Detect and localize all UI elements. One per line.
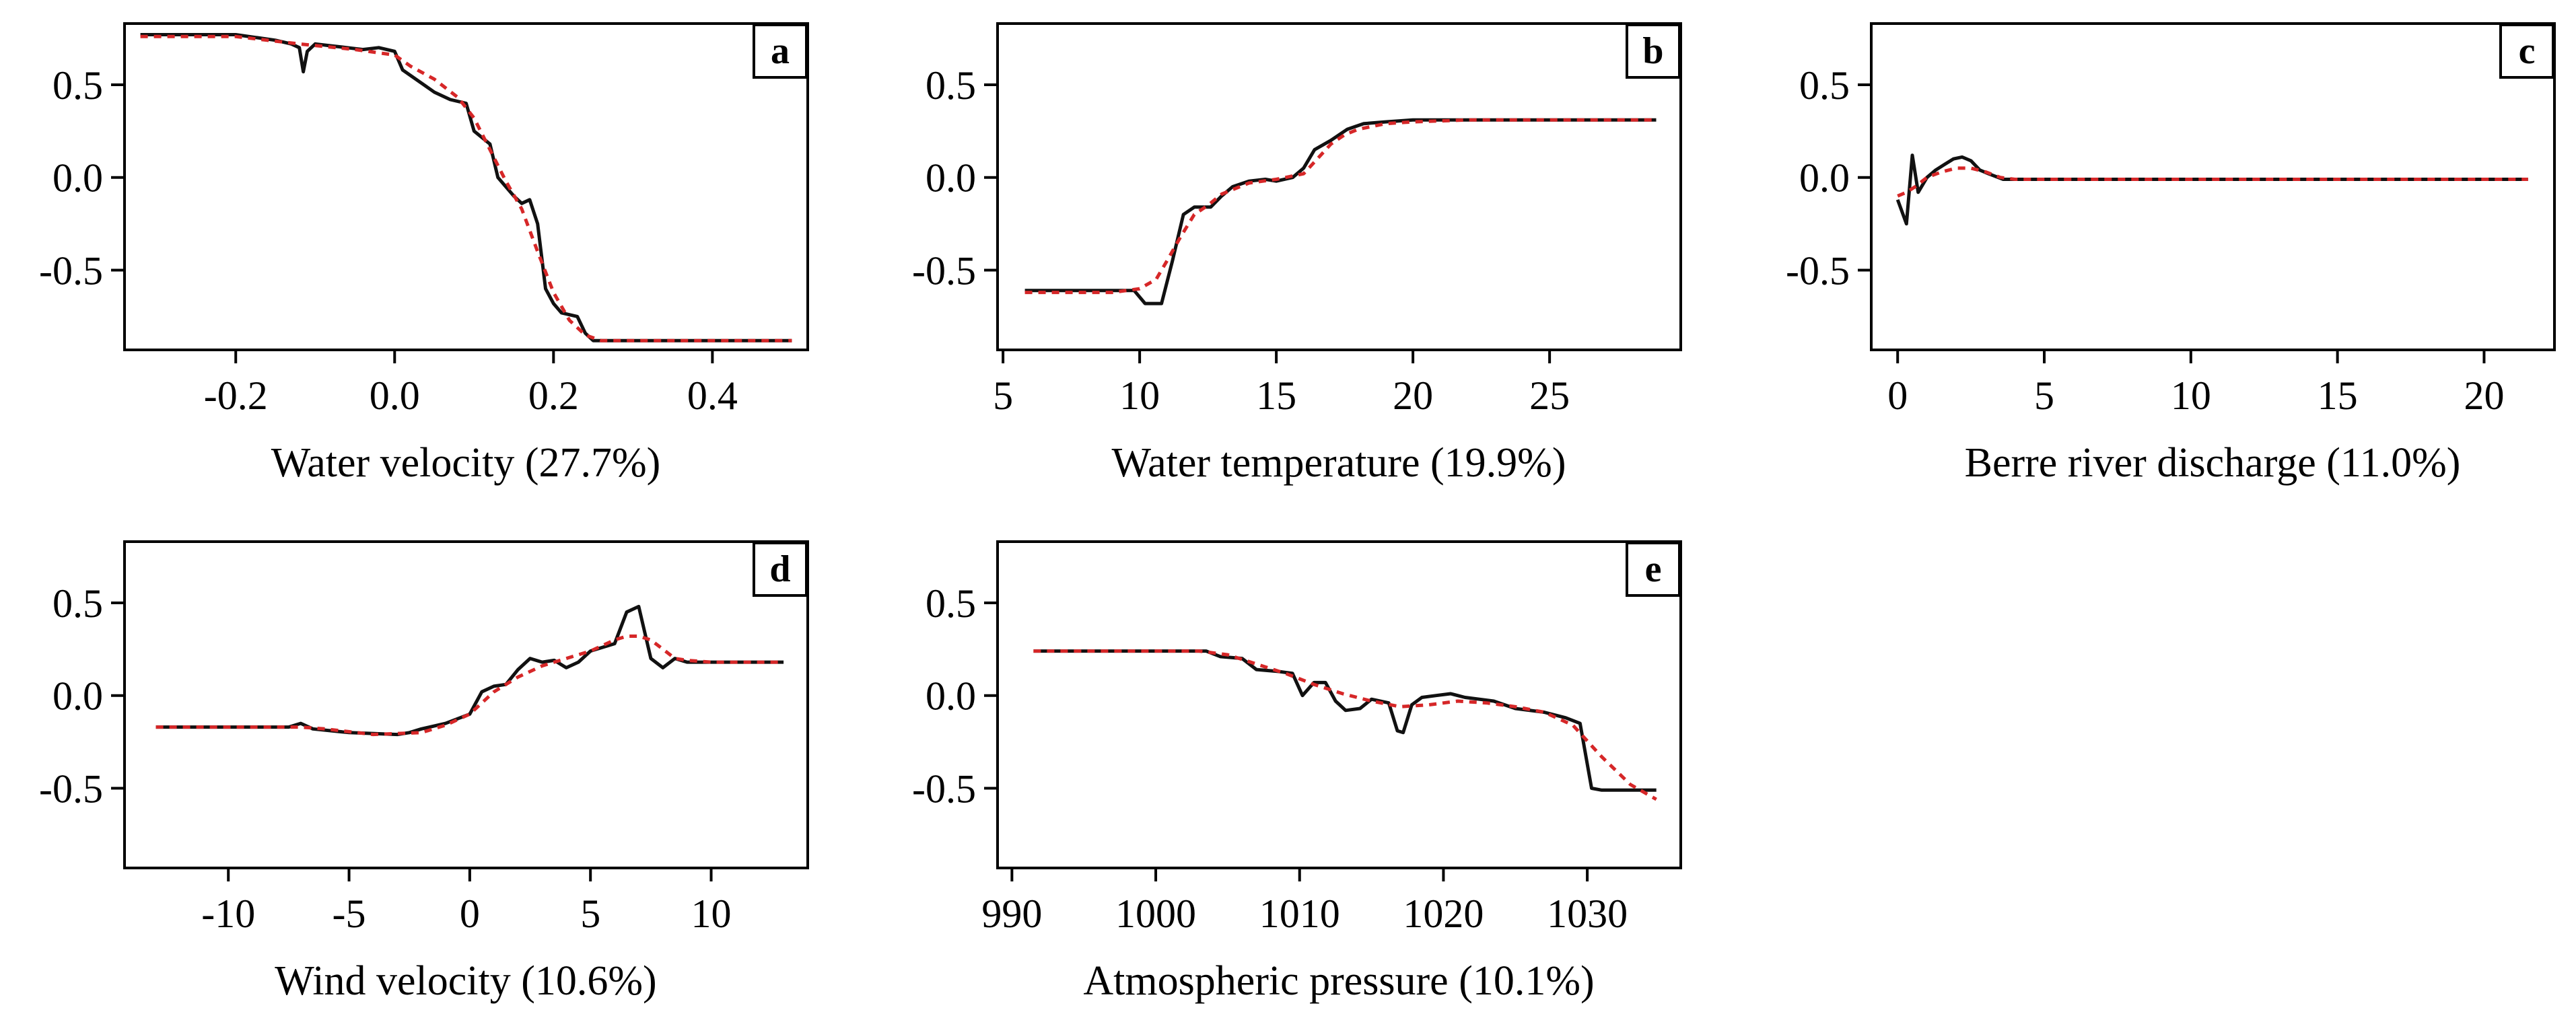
panel-c-y-tick-label: -0.5	[1786, 249, 1850, 293]
panel-b-x-tick-label: 20	[1393, 373, 1433, 418]
panel-c-series-fitted	[1897, 166, 2528, 198]
panel-c-x-tick-label: 15	[2318, 373, 2358, 418]
panel-e: 990 1000 1010 1020 1030 0.5 0.0 -0.5 e Atmosphe…	[912, 540, 1682, 1004]
panel-b-plot-area: 5 10 15 20 25 0.5 0.0 -0.5	[912, 22, 1682, 418]
panel-e-y-tick-label: -0.5	[912, 767, 976, 811]
panel-e-x-tick-label: 990	[981, 892, 1042, 936]
panel-b-y-tick-label: -0.5	[912, 249, 976, 293]
panel-b-x-tick-label: 25	[1529, 373, 1570, 418]
panel-a-label-box: a	[753, 24, 808, 79]
panel-e-label: e	[1645, 548, 1662, 590]
panel-e-x-tick-label: 1020	[1403, 892, 1484, 936]
panel-c-y-tick-label: 0.0	[1799, 156, 1850, 201]
panel-e-label-box: e	[1626, 542, 1681, 597]
panel-d-x-tick-label: -5	[333, 892, 366, 936]
panel-d-label: d	[769, 548, 790, 590]
panel-d-series-fitted	[155, 634, 784, 737]
panel-e-y-tick-label: 0.0	[926, 674, 976, 719]
panel-a-frame	[123, 22, 809, 351]
panel-d: -10 -5 0 5 10 0.5 0.0 -0.5 d Wind velocity (10.…	[39, 540, 809, 1004]
panel-e-frame	[996, 540, 1682, 869]
panel-c-x-tick-label: 0	[1887, 373, 1908, 418]
panel-e-x-axis-title: Atmospheric pressure (10.1%)	[1083, 958, 1594, 1004]
panel-e-x-tick-label: 1010	[1259, 892, 1340, 936]
panel-a: -0.2 0.0 0.2 0.4 0.5 0.0 -0.5 a Water velocity…	[39, 22, 809, 486]
panel-b-x-tick-label: 15	[1256, 373, 1296, 418]
panel-a-y-tick-label: 0.0	[53, 156, 103, 201]
panel-c-label: c	[2519, 30, 2536, 72]
panel-b-series-fitted	[1024, 118, 1657, 295]
panel-a-y-tick-label: -0.5	[39, 249, 103, 293]
panel-d-x-tick-label: -10	[201, 892, 255, 936]
panel-c-x-tick-label: 20	[2464, 373, 2504, 418]
panel-d-label-box: d	[753, 542, 808, 597]
panel-e-x-tick-label: 1030	[1547, 892, 1628, 936]
panel-c-x-tick-label: 5	[2034, 373, 2054, 418]
panel-d-x-axis-title: Wind velocity (10.6%)	[275, 958, 656, 1004]
panel-b-x-axis-title: Water temperature (19.9%)	[1112, 440, 1566, 486]
panel-d-plot-area: -10 -5 0 5 10 0.5 0.0 -0.5	[39, 540, 809, 936]
panel-a-series-fitted	[140, 34, 792, 342]
panel-c-plot-area: 0 5 10 15 20 0.5 0.0 -0.5	[1786, 22, 2556, 418]
panel-c-y-tick-label: 0.5	[1799, 63, 1850, 108]
panel-a-x-tick-label: 0.0	[370, 373, 420, 418]
panel-c-frame	[1870, 22, 2556, 351]
panel-a-plot-area: -0.2 0.0 0.2 0.4 0.5 0.0 -0.5	[39, 22, 809, 418]
panel-a-x-axis-title: Water velocity (27.7%)	[271, 440, 661, 486]
panel-c-x-axis-title: Berre river discharge (11.0%)	[1965, 440, 2461, 486]
panel-b-x-tick-label: 5	[993, 373, 1013, 418]
panel-e-series-fitted	[1033, 649, 1657, 801]
panel-b-label: b	[1642, 30, 1663, 72]
panel-d-y-tick-label: 0.0	[53, 674, 103, 719]
panel-b-frame	[996, 22, 1682, 351]
panel-a-label: a	[771, 30, 790, 72]
panel-b-label-box: b	[1626, 24, 1681, 79]
panel-d-x-tick-label: 0	[460, 892, 480, 936]
panel-c-x-tick-label: 10	[2171, 373, 2211, 418]
panel-a-series-observed	[140, 33, 792, 342]
panel-c-label-box: c	[2499, 24, 2554, 79]
panel-d-y-tick-label: -0.5	[39, 767, 103, 811]
panel-d-y-tick-label: 0.5	[53, 581, 103, 626]
panel-b-x-tick-label: 10	[1119, 373, 1160, 418]
panel-a-x-tick-label: 0.4	[687, 373, 738, 418]
panel-d-x-tick-label: 5	[580, 892, 600, 936]
panel-e-y-tick-label: 0.5	[926, 581, 976, 626]
panel-a-x-tick-label: 0.2	[528, 373, 579, 418]
panel-c: 0 5 10 15 20 0.5 0.0 -0.5 c Berre river dischar…	[1786, 22, 2556, 486]
panel-b-y-tick-label: 0.0	[926, 156, 976, 201]
panel-a-x-tick-label: -0.2	[204, 373, 268, 418]
panel-d-x-tick-label: 10	[691, 892, 732, 936]
panel-b-y-tick-label: 0.5	[926, 63, 976, 108]
panel-e-plot-area: 990 1000 1010 1020 1030 0.5 0.0 -0.5	[912, 540, 1682, 936]
panel-e-x-tick-label: 1000	[1115, 892, 1196, 936]
panel-b: 5 10 15 20 25 0.5 0.0 -0.5 b Water temperature …	[912, 22, 1682, 486]
panel-a-y-tick-label: 0.5	[53, 63, 103, 108]
panel-d-frame	[123, 540, 809, 869]
